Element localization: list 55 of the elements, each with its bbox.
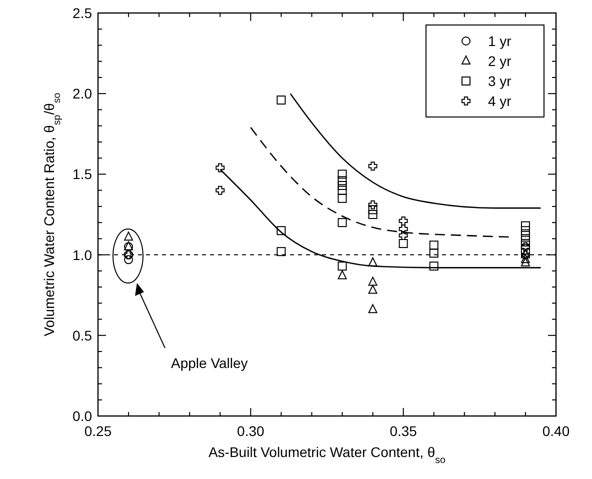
x-tick-label: 0.25 [84,423,112,439]
point [398,239,408,248]
y-tick-label: 1.0 [72,246,92,263]
point [368,200,378,210]
point [276,226,286,236]
point [368,276,378,286]
point [429,240,438,250]
point [429,262,438,271]
point [338,270,347,280]
point [338,170,347,179]
point [398,224,408,234]
y-tick-label: 2.0 [72,86,92,102]
point [338,262,347,271]
point [520,245,530,254]
y-tick-label: 2.5 [72,5,92,21]
legend-label: 3 yr [488,73,512,89]
y-tick-label: 0.0 [72,408,92,424]
point [216,186,225,195]
point [216,163,225,172]
point [429,248,438,258]
point [124,232,134,241]
legend-label: 1 yr [488,33,512,49]
point [338,180,347,190]
point [368,284,378,294]
point [398,230,408,240]
point [520,221,530,230]
point [338,176,347,186]
x-tick-label: 0.30 [237,423,265,439]
y-tick-label: 0.5 [72,327,92,344]
point [368,257,378,266]
point [520,226,530,236]
point [368,162,378,171]
point [276,247,286,256]
annotation: Apple Valley [171,355,248,371]
point [398,216,408,226]
line-series [290,92,542,209]
point [338,186,347,195]
x-tick-label: 0.40 [542,423,570,439]
legend-label: 4 yr [488,93,512,109]
point [124,255,134,264]
point [520,236,530,245]
point [276,96,286,105]
point [368,304,378,314]
point [368,205,378,214]
point [520,230,530,240]
x-tick-label: 0.35 [390,423,418,439]
x-axis-title: As-Built Volumetric Water Content, θ$_{so}$ [208,444,446,466]
point [520,254,530,264]
point [368,210,378,219]
point [520,257,530,266]
line-series [250,126,511,238]
point [338,194,347,203]
point [338,218,347,228]
y-tick-label: 1.5 [72,166,92,182]
legend-label: 2 yr [488,53,512,69]
